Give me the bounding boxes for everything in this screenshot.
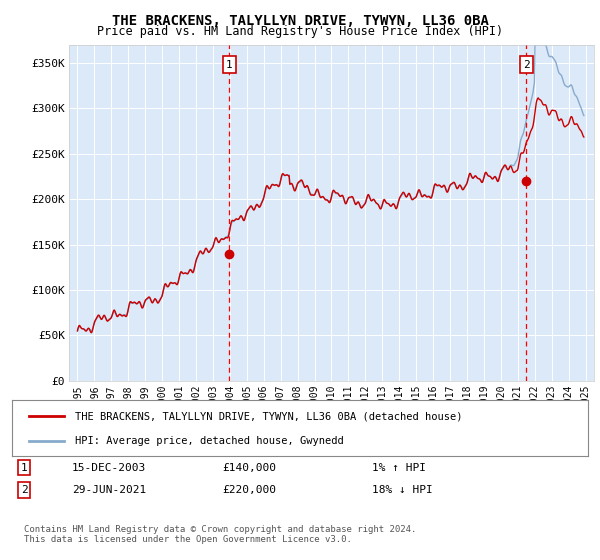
Text: Price paid vs. HM Land Registry's House Price Index (HPI): Price paid vs. HM Land Registry's House … — [97, 25, 503, 38]
Text: 2: 2 — [523, 60, 530, 70]
Text: THE BRACKENS, TALYLLYN DRIVE, TYWYN, LL36 0BA (detached house): THE BRACKENS, TALYLLYN DRIVE, TYWYN, LL3… — [76, 411, 463, 421]
Text: 15-DEC-2003: 15-DEC-2003 — [72, 463, 146, 473]
Text: £140,000: £140,000 — [222, 463, 276, 473]
Text: HPI: Average price, detached house, Gwynedd: HPI: Average price, detached house, Gwyn… — [76, 436, 344, 446]
Text: £220,000: £220,000 — [222, 485, 276, 495]
Text: 18% ↓ HPI: 18% ↓ HPI — [372, 485, 433, 495]
Text: 2: 2 — [20, 485, 28, 495]
Text: 1: 1 — [226, 60, 233, 70]
Text: Contains HM Land Registry data © Crown copyright and database right 2024.
This d: Contains HM Land Registry data © Crown c… — [24, 525, 416, 544]
Text: 1% ↑ HPI: 1% ↑ HPI — [372, 463, 426, 473]
Text: 29-JUN-2021: 29-JUN-2021 — [72, 485, 146, 495]
Text: THE BRACKENS, TALYLLYN DRIVE, TYWYN, LL36 0BA: THE BRACKENS, TALYLLYN DRIVE, TYWYN, LL3… — [112, 14, 488, 28]
Text: 1: 1 — [20, 463, 28, 473]
